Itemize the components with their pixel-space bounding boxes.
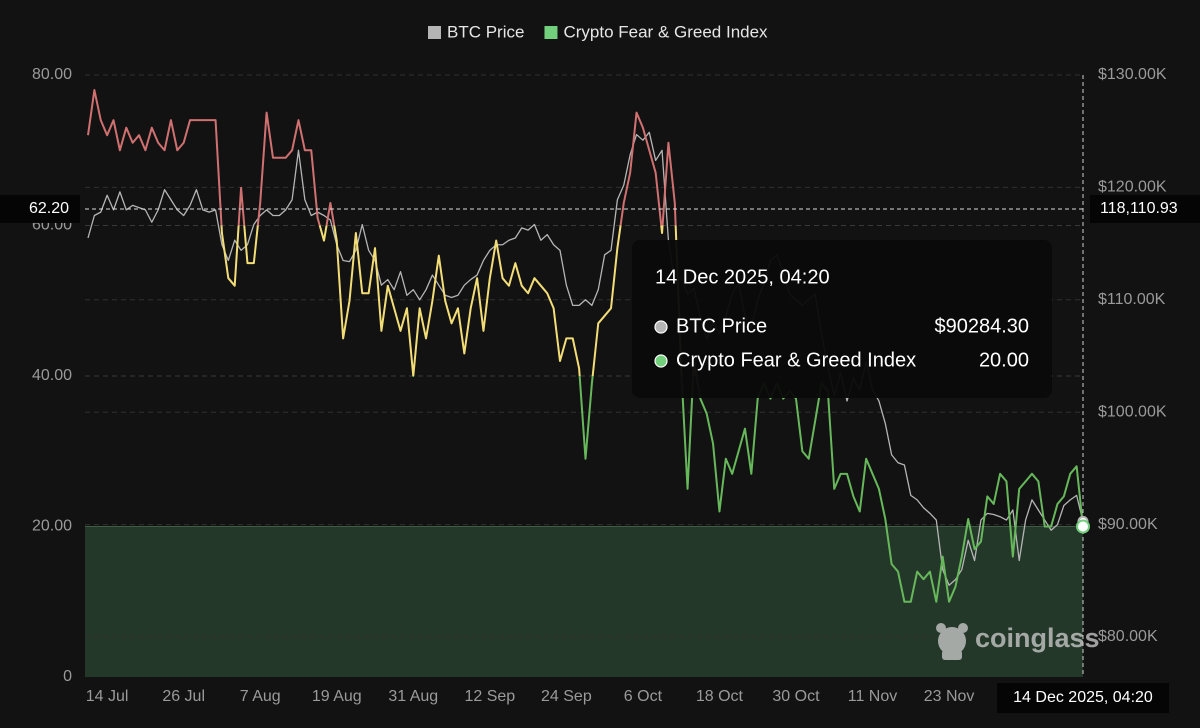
crosshair-x-box bbox=[997, 683, 1169, 713]
lines-layer bbox=[87, 89, 1084, 603]
y-tick-label: 0 bbox=[63, 668, 72, 685]
x-tick-label: 14 Jul bbox=[86, 688, 129, 705]
tooltip-series-name: Crypto Fear & Greed Index bbox=[676, 349, 916, 371]
y-tick-label: 20.00 bbox=[32, 518, 72, 535]
x-tick-label: 26 Jul bbox=[162, 688, 205, 705]
watermark-icon bbox=[936, 623, 968, 660]
watermark-head bbox=[938, 627, 966, 655]
legend-label: Crypto Fear & Greed Index bbox=[563, 22, 768, 41]
x-tick-label: 30 Oct bbox=[772, 688, 820, 705]
crosshair-y-box bbox=[0, 194, 80, 223]
tooltip-dot bbox=[654, 320, 668, 334]
y2-tick-label: $90.00K bbox=[1098, 516, 1158, 533]
hover-marker bbox=[1076, 519, 1090, 534]
y2-tick-label: $110.00K bbox=[1098, 291, 1166, 308]
x-tick-label: 18 Oct bbox=[696, 688, 744, 705]
x-tick-label: 31 Aug bbox=[388, 688, 438, 705]
watermark-ear bbox=[958, 623, 968, 633]
legend-swatch bbox=[428, 26, 441, 39]
series-line bbox=[87, 89, 1084, 603]
tooltip-value: 20.00 bbox=[979, 349, 1029, 371]
legend: BTC Price Crypto Fear & Greed Index bbox=[428, 22, 768, 41]
tooltip-title: 14 Dec 2025, 04:20 bbox=[655, 266, 830, 288]
crosshair-y2-label: 118,110.93 bbox=[1100, 200, 1178, 217]
front-layer: 62.20 118,110.93 14 Dec 2025, 04:20 14 Dec … bbox=[0, 22, 1200, 713]
watermark: coinglass bbox=[975, 623, 1100, 653]
tooltip-dot bbox=[654, 354, 668, 368]
x-tick-label: 19 Aug bbox=[312, 688, 362, 705]
x-tick-label: 11 Nov bbox=[848, 688, 898, 705]
y2-tick-label: $100.00K bbox=[1098, 403, 1167, 420]
watermark-body bbox=[942, 650, 962, 660]
y2-tick-label: $80.00K bbox=[1098, 628, 1158, 645]
legend-swatch bbox=[544, 26, 558, 39]
fear-zone bbox=[85, 526, 1083, 677]
series-line bbox=[87, 131, 1084, 586]
tooltip-value: $90284.30 bbox=[934, 315, 1029, 337]
x-tick-label: 7 Aug bbox=[240, 688, 281, 705]
y2-tick-label: $120.00K bbox=[1098, 179, 1167, 196]
x-tick-label: 6 Oct bbox=[624, 688, 663, 705]
y-tick-label: 40.00 bbox=[32, 367, 72, 384]
x-tick-label: 23 Nov bbox=[924, 688, 975, 705]
x-tick-label: 24 Sep bbox=[541, 688, 592, 705]
y2-tick-label: $130.00K bbox=[1098, 66, 1167, 83]
watermark-ear bbox=[936, 623, 946, 633]
tooltip-box bbox=[632, 240, 1052, 398]
crosshair-y-label: 62.20 bbox=[29, 200, 69, 217]
tooltip-series-name: BTC Price bbox=[676, 315, 767, 337]
back-layer: 020.0040.0060.0080.00$80.00K$90.00K$100.… bbox=[32, 66, 1167, 705]
crosshair-y2-box bbox=[1090, 194, 1200, 223]
x-tick-label: 12 Sep bbox=[464, 688, 515, 705]
legend-label: BTC Price bbox=[447, 22, 524, 41]
y-tick-label: 80.00 bbox=[32, 66, 72, 83]
crosshair-x-label: 14 Dec 2025, 04:20 bbox=[1013, 689, 1153, 706]
